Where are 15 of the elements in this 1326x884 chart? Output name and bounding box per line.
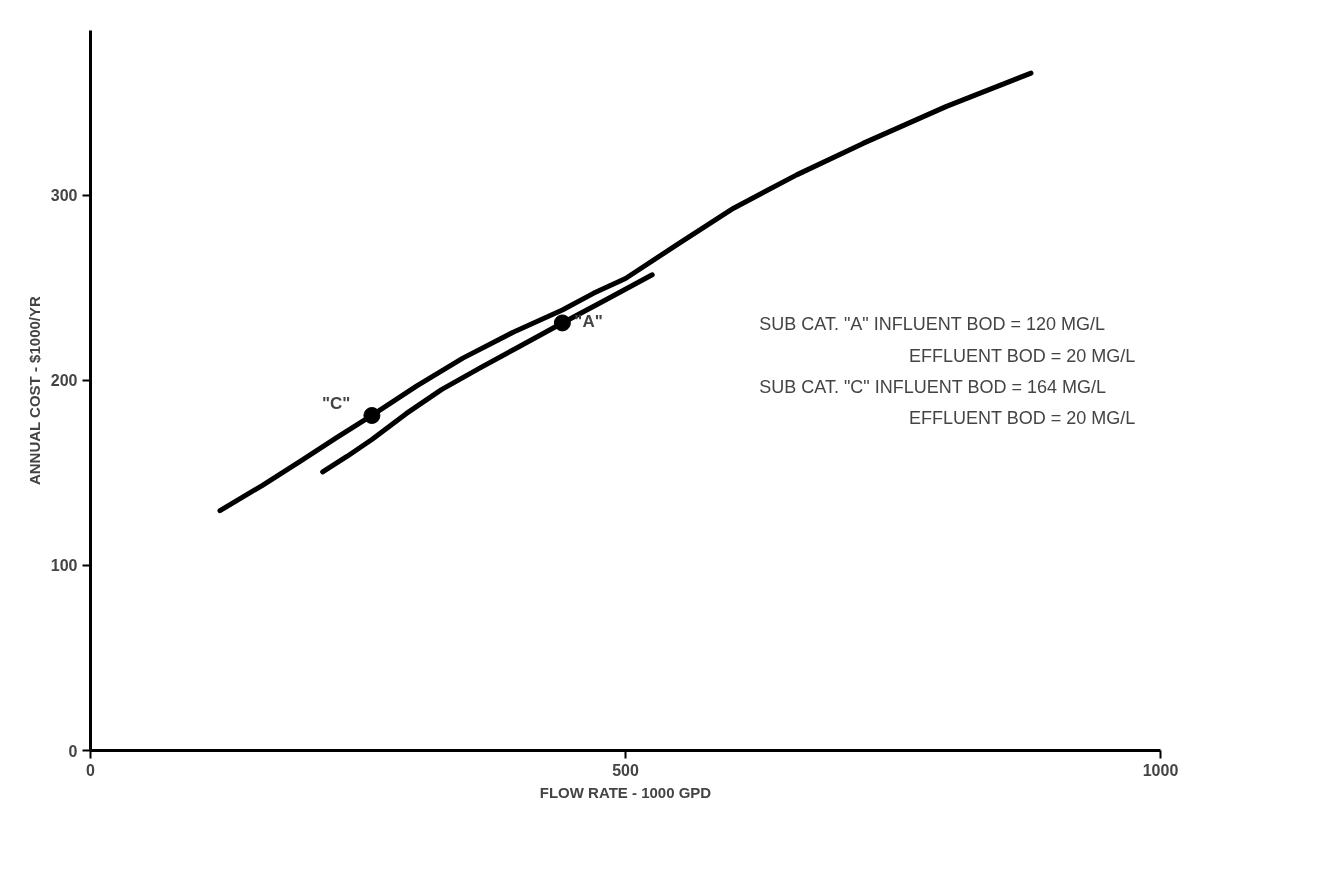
annotation: SUB CAT. "C" INFLUENT BOD = 164 MG/L xyxy=(759,376,1106,397)
annotation: EFFLUENT BOD = 20 MG/L xyxy=(909,345,1136,366)
annotation: "C" xyxy=(321,394,351,414)
x-tick-label: 0 xyxy=(86,761,96,779)
y-tick-label: 0 xyxy=(68,742,78,760)
y-tick-label: 100 xyxy=(50,557,78,575)
y-tick-label: 300 xyxy=(50,187,78,205)
x-tick-label: 1000 xyxy=(1142,761,1179,779)
annotation: EFFLUENT BOD = 20 MG/L xyxy=(909,408,1136,429)
y-tick-label: 200 xyxy=(50,372,78,390)
y-axis-title: ANNUAL COST - $1000/YR xyxy=(25,296,43,486)
x-tick-label: 500 xyxy=(612,761,639,779)
annotation: "A" xyxy=(574,311,603,331)
x-axis-title: FLOW RATE - 1000 GPD xyxy=(539,783,712,801)
annotation: SUB CAT. "A" INFLUENT BOD = 120 MG/L xyxy=(759,314,1105,335)
